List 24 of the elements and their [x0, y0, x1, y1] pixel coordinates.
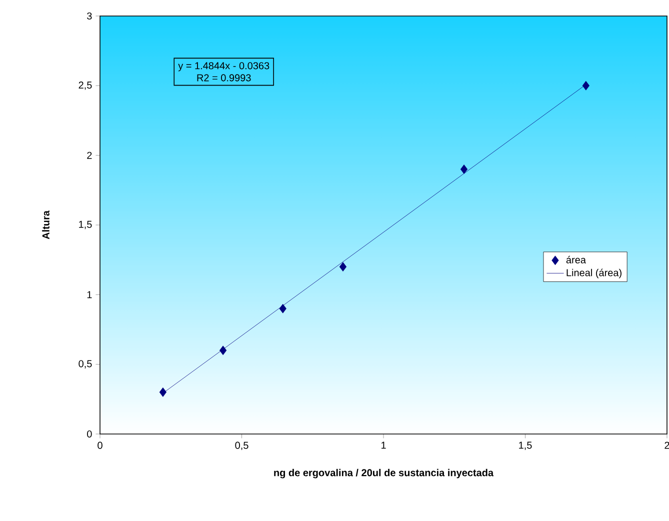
annotation: y = 1.4844x - 0.0363 [178, 62, 270, 72]
point [219, 346, 227, 356]
x-tick-label: 1,5 [519, 442, 532, 450]
y-axis-title: Altura [42, 210, 50, 240]
legend-label: área [566, 256, 586, 264]
legend-label: Lineal (área) [566, 268, 622, 278]
y-tick-label: 1,5 [79, 220, 92, 230]
y-tick-label: 0,5 [78, 360, 92, 368]
annotation: R2 = 0.9993 [197, 74, 251, 82]
y-tick-label: 3 [87, 12, 92, 20]
x-axis-title: ng de ergovalina / 20ul de sustancia inyectada [274, 468, 494, 478]
point [279, 304, 286, 314]
y-tick-label: 0 [87, 430, 92, 438]
x-tick-label: 2 [664, 442, 669, 449]
x-tick-label: 0,5 [235, 442, 248, 450]
y-tick-label: 2 [87, 152, 92, 159]
x-tick-label: 1 [381, 442, 386, 449]
y-tick-label: 1 [87, 291, 92, 298]
point [582, 80, 590, 90]
point [460, 164, 468, 174]
y-tick-label: 2,5 [78, 82, 92, 90]
point [159, 387, 167, 397]
point [339, 262, 347, 272]
x-tick-label: 0 [98, 442, 102, 449]
